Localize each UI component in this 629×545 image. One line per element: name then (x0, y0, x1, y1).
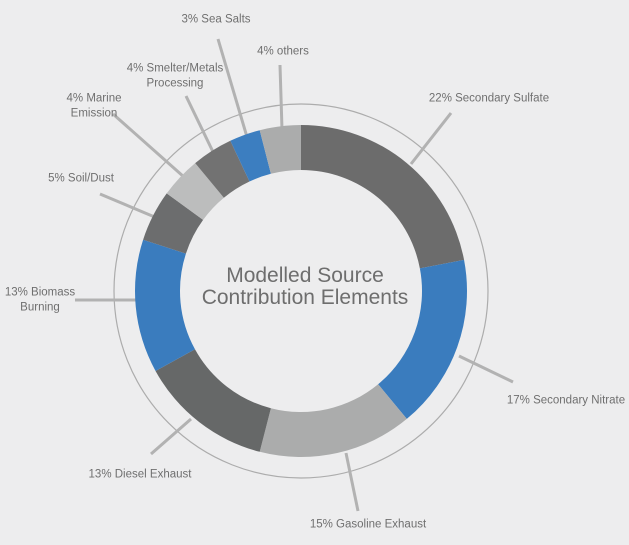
slice-gasoline-exhaust (259, 384, 407, 457)
leader-line-sea-salts (216, 38, 249, 138)
leader-line-gasoline-exhaust (344, 452, 360, 512)
slice-diesel-exhaust (155, 349, 271, 452)
slice-label-sea-salts: 3% Sea Salts (181, 13, 251, 26)
leader-line-marine-emission (112, 112, 185, 179)
slice-soil-dust (143, 193, 204, 254)
slice-label-smelter-metals-processing: 4% Smelter/Metals Processing (126, 62, 224, 89)
slice-label-diesel-exhaust: 13% Diesel Exhaust (88, 468, 192, 481)
chart-title-line-1: Modelled Source (226, 264, 384, 287)
slice-sea-salts (230, 130, 271, 182)
slice-label-soil-dust: 5% Soil/Dust (48, 172, 114, 185)
leader-line-soil-dust (99, 192, 158, 220)
slice-others (259, 125, 301, 174)
slice-biomass-burning (135, 239, 195, 371)
slice-label-gasoline-exhaust: 15% Gasoline Exhaust (309, 518, 427, 531)
slice-smelter-metals-processing (195, 140, 250, 198)
leader-line-diesel-exhaust (150, 417, 192, 456)
leader-line-secondary-nitrate (458, 354, 514, 384)
slice-label-secondary-sulfate: 22% Secondary Sulfate (428, 92, 550, 105)
guide-circle (113, 103, 489, 479)
slice-label-biomass-burning: 13% Biomass Burning (4, 286, 76, 313)
chart-title-line-2: Contribution Elements (201, 286, 409, 309)
slice-label-marine-emission: 4% Marine Emission (66, 92, 122, 119)
leader-line-secondary-sulfate (409, 112, 453, 165)
slice-secondary-nitrate (378, 259, 467, 419)
slice-marine-emission (166, 163, 224, 220)
slice-secondary-sulfate (301, 125, 465, 269)
leader-line-smelter-metals-processing (184, 95, 217, 157)
leader-line-others (278, 64, 284, 130)
slice-label-secondary-nitrate: 17% Secondary Nitrate (506, 394, 626, 407)
chart-title: Modelled Source Contribution Elements (202, 265, 409, 309)
slice-label-others: 4% others (257, 45, 309, 58)
